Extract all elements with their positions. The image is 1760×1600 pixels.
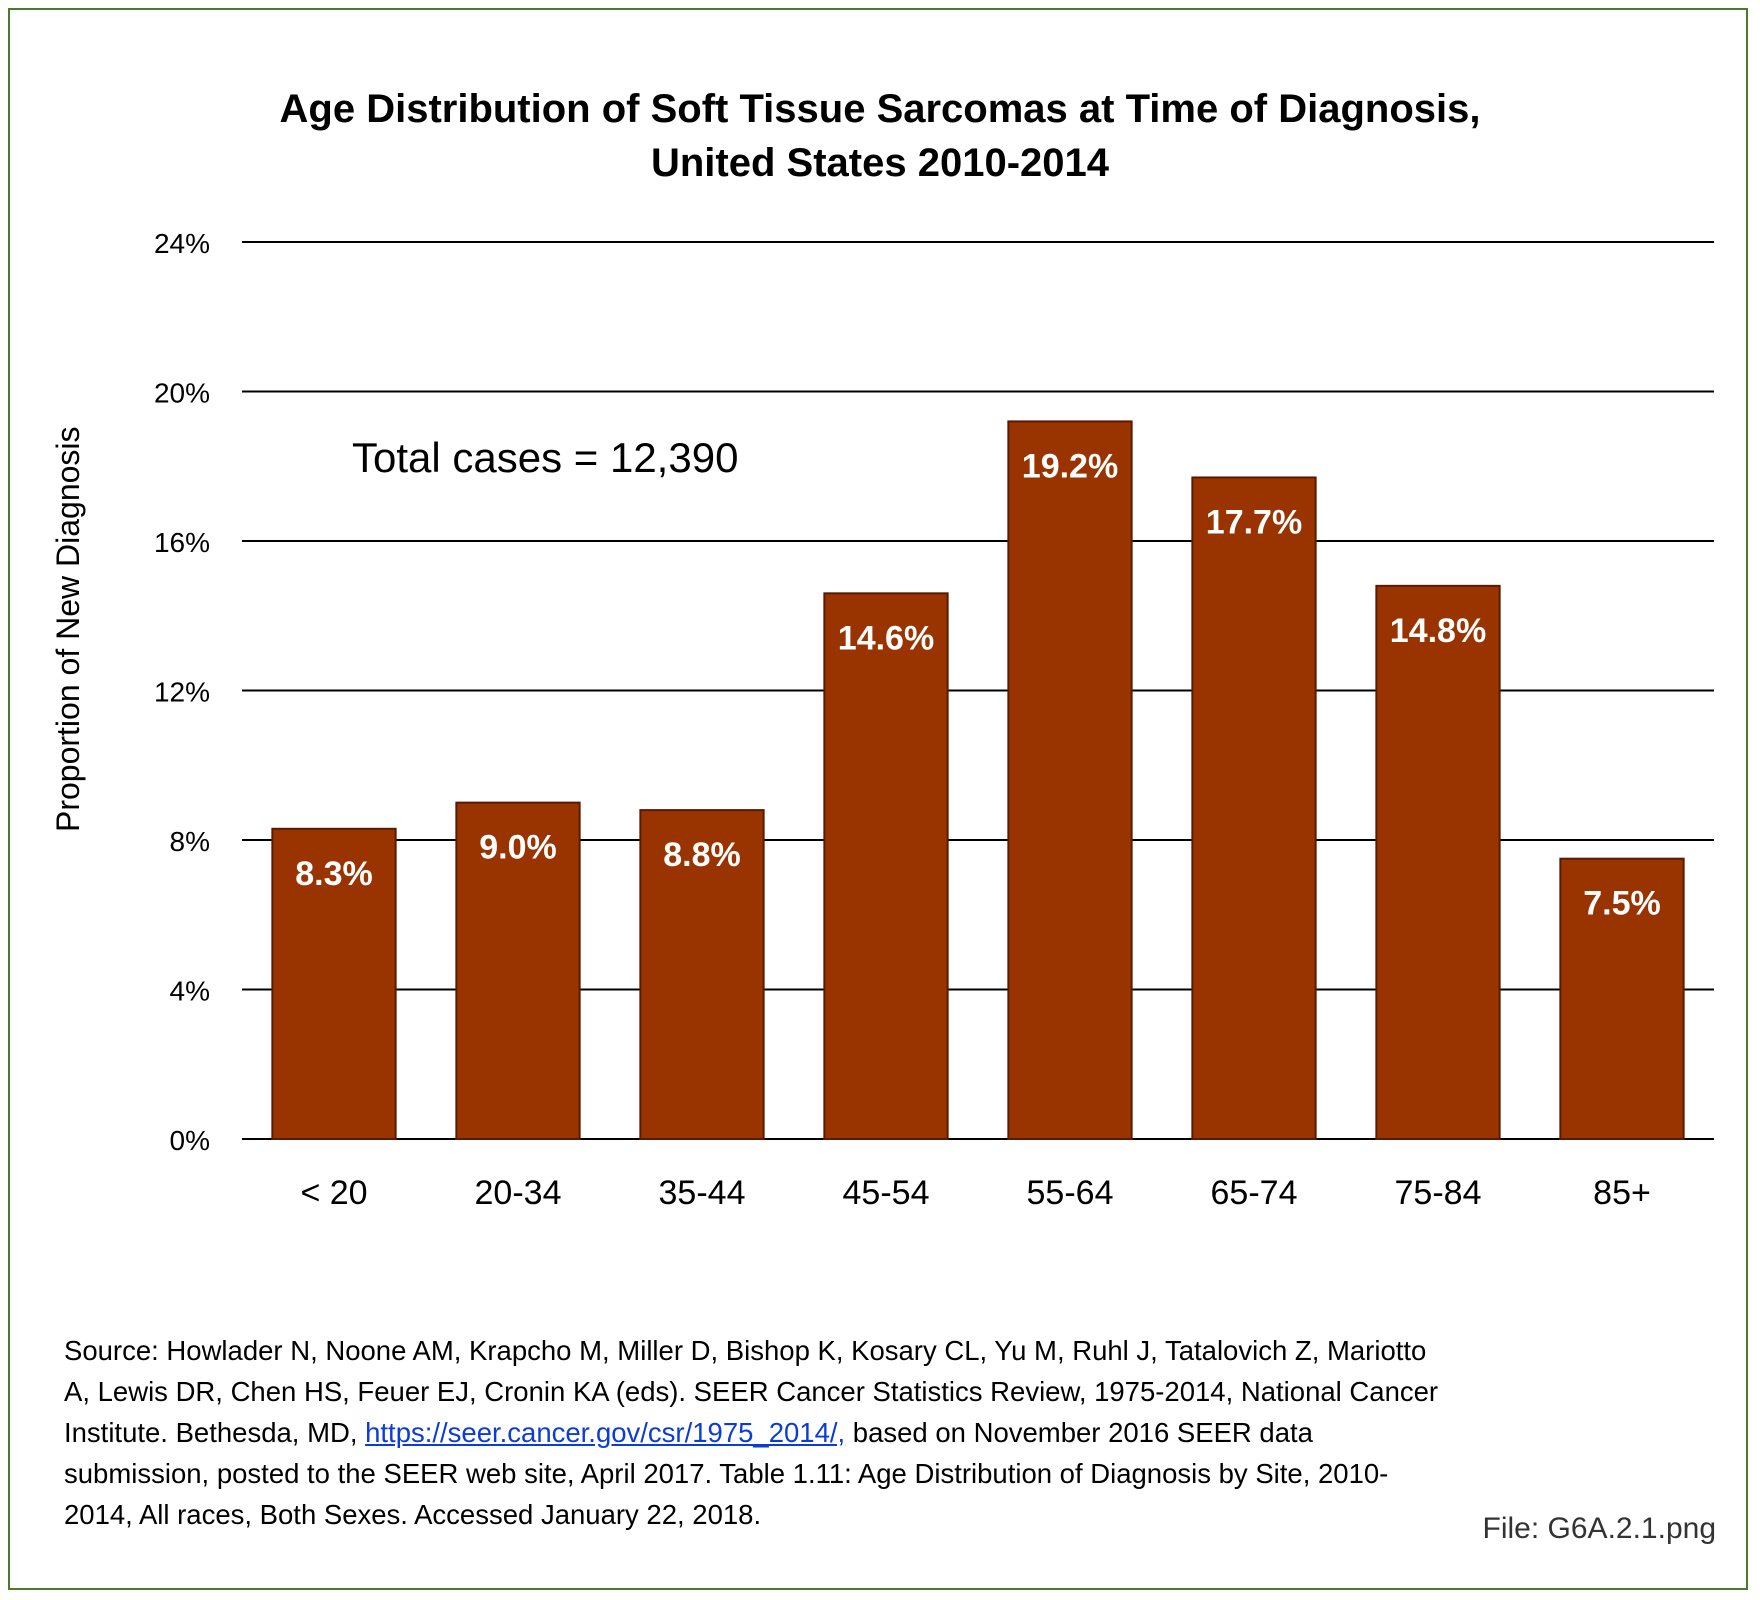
bar-data-label: 17.7%	[1206, 503, 1302, 541]
source-link[interactable]: https://seer.cancer.gov/csr/1975_2014/,	[365, 1417, 846, 1448]
bar-data-label: 8.8%	[663, 836, 741, 874]
chart-title-line-2: United States 2010-2014	[650, 141, 1109, 185]
bar	[271, 827, 397, 1140]
file-label: File: G6A.2.1.png	[1482, 1512, 1716, 1545]
source-text-suffix: based on November 2016 SEER data submiss…	[64, 1417, 1389, 1530]
bar	[823, 592, 949, 1140]
y-tick-label: 24%	[154, 228, 210, 259]
data-labels: 8.3% 9.0% 8.8% 14.6% 19.2% 17.7% 14.8% 7.5%	[295, 447, 1661, 922]
chart-title: Age Distribution of Soft Tissue Sarcomas…	[0, 82, 1760, 190]
x-tick-labels: < 20 20-34 35-44 45-54 55-64 65-74 75-84 85+	[300, 1174, 1650, 1212]
source-text-prefix: Source: Howlader N, Noone AM, Krapcho M,…	[64, 1335, 1439, 1448]
bar-data-label: 14.6%	[838, 619, 934, 657]
y-tick-label: 12%	[154, 677, 210, 708]
x-tick-label: 65-74	[1211, 1174, 1298, 1212]
bar-data-label: 8.3%	[295, 855, 373, 893]
x-tick-label: 45-54	[843, 1174, 930, 1212]
x-tick-label: 35-44	[659, 1174, 746, 1212]
bar	[1375, 584, 1501, 1140]
bar	[455, 801, 581, 1140]
chart-frame	[8, 8, 1748, 1590]
bar-data-label: 7.5%	[1583, 885, 1661, 923]
bar	[1191, 476, 1317, 1140]
y-tick-label: 4%	[170, 976, 210, 1007]
chart-title-line-1: Age Distribution of Soft Tissue Sarcomas…	[279, 87, 1481, 131]
y-tick-label: 8%	[170, 826, 210, 857]
source-citation: Source: Howlader N, Noone AM, Krapcho M,…	[64, 1330, 1444, 1535]
x-tick-label: 20-34	[475, 1174, 562, 1212]
bar-data-label: 9.0%	[479, 829, 557, 867]
y-tick-labels: 0% 4% 8% 12% 16% 20% 24%	[154, 228, 210, 1156]
x-tick-label: 85+	[1593, 1174, 1651, 1212]
total-cases-annotation: Total cases = 12,390	[352, 434, 739, 481]
x-tick-label: < 20	[300, 1174, 367, 1212]
x-tick-label: 75-84	[1395, 1174, 1482, 1212]
x-tick-label: 55-64	[1027, 1174, 1114, 1212]
bar-data-label: 14.8%	[1390, 612, 1486, 650]
bar	[639, 809, 765, 1140]
bar	[1007, 420, 1133, 1140]
y-tick-label: 20%	[154, 378, 210, 409]
bars	[271, 420, 1685, 1140]
bar-data-label: 19.2%	[1022, 447, 1118, 485]
y-tick-label: 0%	[170, 1125, 210, 1156]
y-tick-label: 16%	[154, 527, 210, 558]
bar	[1559, 857, 1685, 1140]
